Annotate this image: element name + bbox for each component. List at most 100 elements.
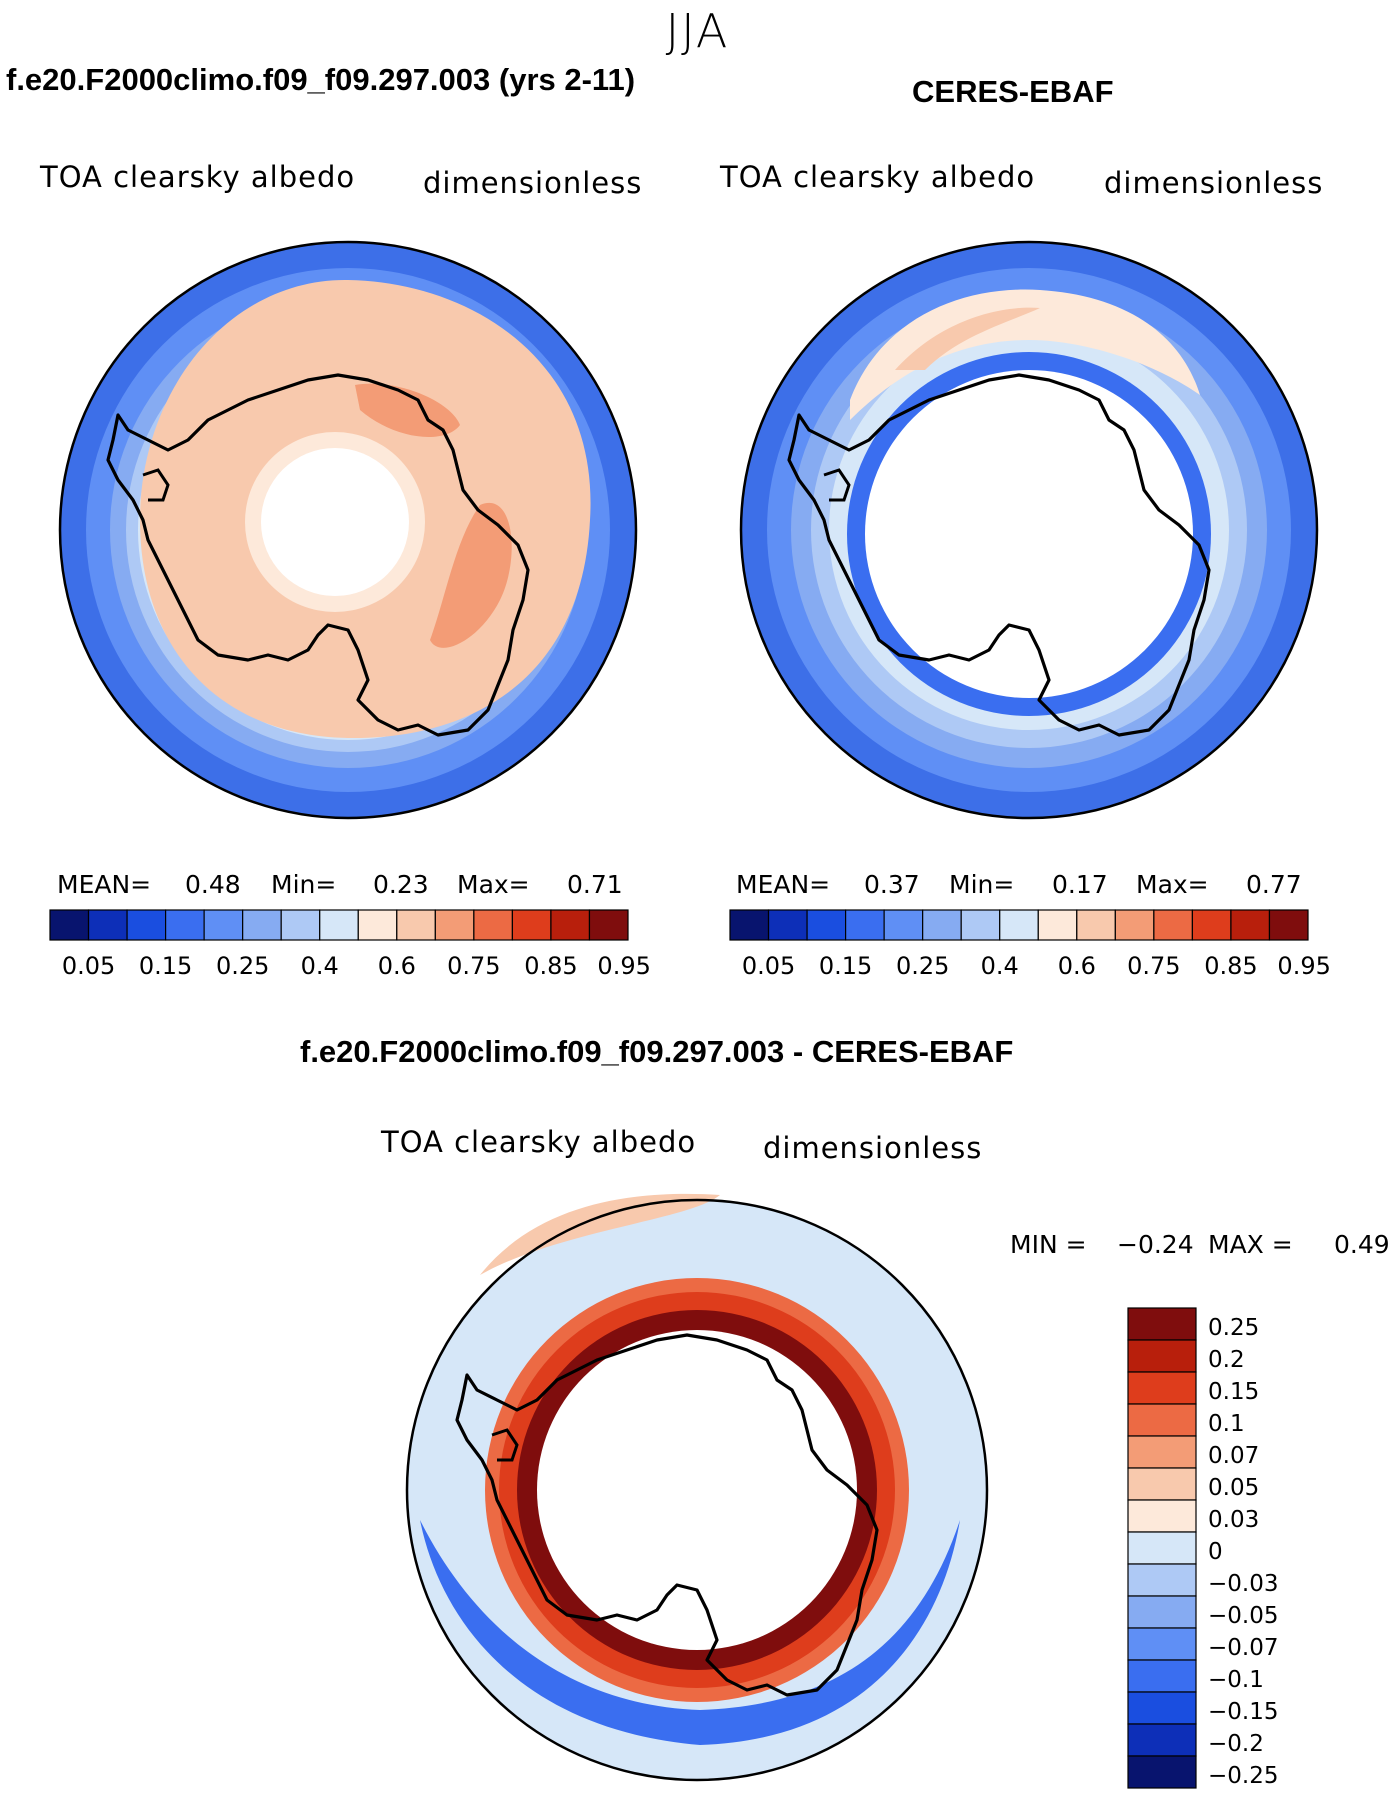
diff-colorbar-tick-label: 0.25 — [1208, 1315, 1259, 1341]
diff-negative-band — [420, 1520, 960, 1745]
panel2-colorbar-tick-label: 0.85 — [1204, 952, 1257, 980]
panel2-colorbar-tick-label: 0.4 — [981, 952, 1019, 980]
panel1-colorbar-swatch — [319, 909, 359, 941]
diff-max-label: MAX = — [1208, 1230, 1293, 1259]
panel2-colorbar-swatch — [1153, 909, 1194, 941]
panel2-mean-value: 0.37 — [864, 870, 920, 899]
diff-colorbar-swatch — [1127, 1531, 1197, 1565]
diff-colorbar-swatch — [1127, 1403, 1197, 1437]
panel2-colorbar-swatch — [922, 909, 962, 941]
panel1-colorbar: 0.05 0.15 0.25 0.4 0.6 0.75 0.85 0.95 — [49, 909, 651, 980]
panel2-polar-hole — [865, 370, 1193, 698]
panel1-map — [58, 240, 638, 820]
diff-colorbar-swatch — [1127, 1627, 1197, 1661]
panel1-colorbar-swatch — [434, 909, 475, 941]
panel1-max-value: 0.71 — [567, 870, 623, 899]
panel2-max-label: Max= — [1136, 870, 1209, 899]
diff-colorbar-tick-label: −0.2 — [1208, 1731, 1264, 1757]
diff-colorbar-tick-label: −0.25 — [1208, 1763, 1278, 1789]
panel1-colorbar-swatch — [588, 909, 629, 941]
panel2-colorbar-swatch — [806, 909, 847, 941]
diff-upper-patch — [480, 1193, 720, 1275]
panel2-mean-label: MEAN= — [736, 870, 831, 899]
panel1-colorbar-swatch — [511, 909, 552, 941]
panel2-colorbar-tick-label: 0.25 — [896, 952, 949, 980]
diff-colorbar-swatch — [1127, 1307, 1197, 1341]
panel1-polar-hole — [261, 448, 409, 596]
diff-colorbar: 0.25 0.2 0.15 0.1 0.07 0.05 0.03 0 −0.03 −0.05 −0.… — [1127, 1307, 1278, 1789]
diff-colorbar-tick-label: 0.15 — [1208, 1379, 1259, 1405]
diff-colorbar-swatch — [1127, 1339, 1197, 1373]
panel1-colorbar-tick-label: 0.05 — [62, 952, 115, 980]
panel2-map-border — [739, 240, 1319, 820]
panel2-patch — [895, 307, 1040, 370]
panel1-min-label: Min= — [271, 870, 337, 899]
diff-map — [405, 1193, 989, 1782]
panel1-colorbar-tick-label: 0.95 — [597, 952, 650, 980]
panel2-colorbar-tick-label: 0.6 — [1058, 952, 1096, 980]
panel1-patch-b — [430, 502, 512, 648]
diff-colorbar-swatch — [1127, 1691, 1197, 1725]
diff-max-value: 0.49 — [1334, 1230, 1390, 1259]
diff-colorbar-tick-label: −0.15 — [1208, 1699, 1278, 1725]
panel1-colorbar-swatch — [165, 909, 205, 941]
panel1-colorbar-swatch — [357, 909, 398, 941]
panel1-min-value: 0.23 — [373, 870, 429, 899]
panel2-colorbar-swatch — [883, 909, 924, 941]
panel1-colorbar-swatch — [550, 909, 591, 941]
diff-map-border — [405, 1198, 989, 1782]
panel2-colorbar-tick-label: 0.95 — [1277, 952, 1330, 980]
diff-colorbar-tick-label: −0.1 — [1208, 1667, 1264, 1693]
diff-colorbar-tick-label: 0 — [1208, 1539, 1223, 1565]
panel2-colorbar-tick-label: 0.15 — [819, 952, 872, 980]
panel1-colorbar-tick-label: 0.25 — [216, 952, 269, 980]
diff-colorbar-swatch — [1127, 1435, 1197, 1469]
diff-colorbar-swatch — [1127, 1371, 1197, 1405]
season-title: JJA — [665, 4, 730, 58]
panel1-colorbar-swatch — [203, 909, 244, 941]
panel2-colorbar-swatch — [844, 909, 885, 941]
panel2-colorbar-swatch — [729, 909, 770, 941]
panel1-variable: TOA clearsky albedo — [40, 160, 356, 194]
panel1-colorbar-swatch — [280, 909, 321, 941]
diff-variable: TOA clearsky albedo — [381, 1125, 697, 1159]
panel2-colorbar-swatch — [767, 909, 808, 941]
diff-colorbar-swatch — [1127, 1467, 1197, 1501]
diff-min-label: MIN = — [1010, 1230, 1087, 1259]
diff-colorbar-tick-label: −0.07 — [1208, 1635, 1278, 1661]
panel2-colorbar: 0.05 0.15 0.25 0.4 0.6 0.75 0.85 0.95 — [729, 909, 1331, 980]
panel2-colorbar-tick-label: 0.75 — [1127, 952, 1180, 980]
diff-colorbar-tick-label: 0.05 — [1208, 1475, 1259, 1501]
panel1-mean-value: 0.48 — [185, 870, 241, 899]
diff-colorbar-swatch — [1127, 1499, 1197, 1533]
panel1-colorbar-tick-label: 0.15 — [139, 952, 192, 980]
panel1-colorbar-swatch — [473, 909, 514, 941]
panel2-title: CERES-EBAF — [912, 74, 1114, 109]
panel1-colorbar-swatch — [87, 909, 128, 941]
diff-colorbar-swatch — [1127, 1595, 1197, 1629]
panel2-colorbar-swatch — [1268, 909, 1309, 941]
panel2-colorbar-swatch — [960, 909, 1001, 941]
panel2-albedo-band — [850, 289, 1200, 420]
panel1-units: dimensionless — [423, 166, 643, 200]
diff-polar-hole — [537, 1330, 857, 1650]
panel1-colorbar-swatch — [126, 909, 167, 941]
panel2-map — [739, 240, 1319, 820]
diff-colorbar-swatch — [1127, 1755, 1197, 1789]
panel1-colorbar-tick-label: 0.85 — [524, 952, 577, 980]
panel1-colorbar-swatch — [242, 909, 282, 941]
panel2-colorbar-swatch — [1037, 909, 1078, 941]
panel1-mean-label: MEAN= — [57, 870, 152, 899]
panel2-colorbar-swatch — [999, 909, 1039, 941]
diff-min-value: −0.24 — [1117, 1230, 1194, 1259]
panel1-colorbar-swatch — [396, 909, 436, 941]
panel2-colorbar-swatch — [1230, 909, 1271, 941]
diff-colorbar-swatch — [1127, 1659, 1197, 1693]
panel2-colorbar-swatch — [1191, 909, 1232, 941]
panel2-max-value: 0.77 — [1246, 870, 1302, 899]
panel1-map-border — [58, 240, 638, 820]
panel1-title: f.e20.F2000climo.f09_f09.297.003 (yrs 2-… — [6, 62, 636, 97]
panel2-colorbar-swatch — [1114, 909, 1155, 941]
diff-colorbar-swatch — [1127, 1723, 1197, 1757]
